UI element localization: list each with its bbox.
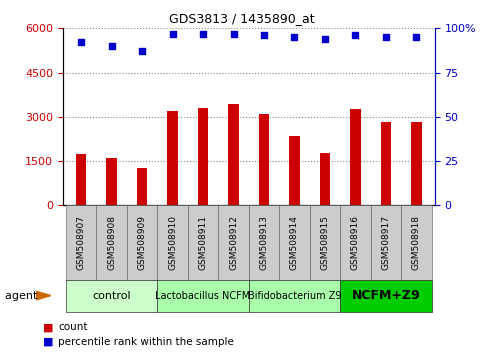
Text: GSM508909: GSM508909	[138, 215, 146, 270]
Point	[291, 34, 298, 40]
Text: GSM508910: GSM508910	[168, 215, 177, 270]
Text: GSM508913: GSM508913	[259, 215, 269, 270]
Bar	[106, 158, 117, 205]
Text: control: control	[92, 291, 131, 301]
Bar	[381, 122, 391, 205]
Bar	[350, 109, 361, 205]
Text: agent: agent	[5, 291, 41, 301]
Text: Lactobacillus NCFM: Lactobacillus NCFM	[156, 291, 251, 301]
Polygon shape	[36, 291, 51, 300]
Bar	[289, 136, 300, 205]
Text: GSM508907: GSM508907	[77, 215, 85, 270]
Point	[169, 31, 176, 36]
Text: ■: ■	[43, 322, 54, 332]
Bar	[411, 122, 422, 205]
Text: ■: ■	[43, 337, 54, 347]
Point	[77, 40, 85, 45]
Point	[412, 34, 420, 40]
Point	[199, 31, 207, 36]
Point	[321, 36, 329, 42]
Bar	[167, 111, 178, 205]
Point	[382, 34, 390, 40]
Text: percentile rank within the sample: percentile rank within the sample	[58, 337, 234, 347]
Text: GSM508917: GSM508917	[382, 215, 390, 270]
Bar	[320, 153, 330, 205]
Text: GSM508916: GSM508916	[351, 215, 360, 270]
Point	[138, 48, 146, 54]
Bar	[76, 154, 86, 205]
Text: GDS3813 / 1435890_at: GDS3813 / 1435890_at	[169, 12, 314, 25]
Text: GSM508915: GSM508915	[320, 215, 329, 270]
Point	[108, 43, 115, 49]
Bar	[198, 108, 208, 205]
Bar	[228, 104, 239, 205]
Bar	[137, 167, 147, 205]
Point	[260, 33, 268, 38]
Point	[229, 31, 237, 36]
Point	[352, 33, 359, 38]
Text: GSM508911: GSM508911	[199, 215, 208, 270]
Text: count: count	[58, 322, 87, 332]
Text: GSM508908: GSM508908	[107, 215, 116, 270]
Text: GSM508912: GSM508912	[229, 215, 238, 270]
Text: NCFM+Z9: NCFM+Z9	[352, 289, 420, 302]
Text: GSM508918: GSM508918	[412, 215, 421, 270]
Text: GSM508914: GSM508914	[290, 215, 299, 270]
Bar	[259, 114, 270, 205]
Text: Bifidobacterium Z9: Bifidobacterium Z9	[248, 291, 341, 301]
